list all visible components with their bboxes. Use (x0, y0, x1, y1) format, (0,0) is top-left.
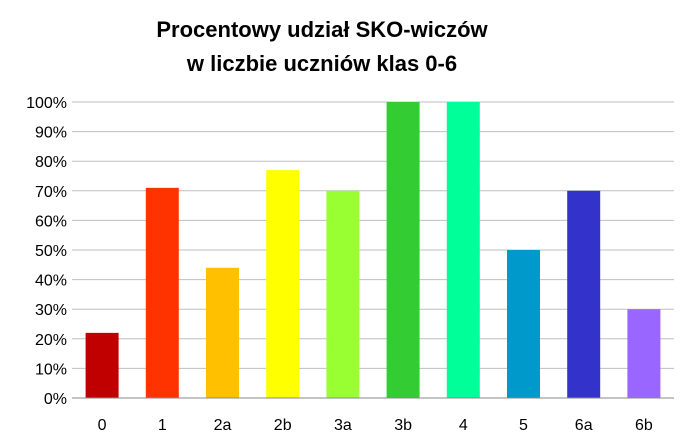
y-tick-label: 70% (35, 184, 67, 201)
x-tick-label: 3a (334, 417, 352, 434)
y-axis-tick-labels: 0% 10% 20% 30% 40% 50% 60% 70% 80% 90% 100% (26, 95, 67, 408)
bar-3b (386, 102, 420, 398)
x-tick-label: 6a (575, 417, 593, 434)
x-tick-label: 2a (214, 417, 232, 434)
x-tick-label: 6b (635, 417, 653, 434)
y-tick-label: 80% (35, 154, 67, 171)
y-tick-label: 30% (35, 302, 67, 319)
x-tick-label: 1 (158, 417, 167, 434)
y-tick-label: 20% (35, 332, 67, 349)
chart-title-line-2: w liczbie uczniów klas 0-6 (186, 51, 457, 76)
bar-1 (145, 187, 179, 398)
y-tick-label: 40% (35, 273, 67, 290)
y-tick-label: 0% (44, 391, 67, 408)
x-tick-label: 3b (394, 417, 412, 434)
x-tick-label: 5 (519, 417, 528, 434)
x-axis-tick-labels: 0 1 2a 2b 3a 3b 4 5 6a 6b (98, 417, 653, 434)
y-tick-label: 50% (35, 243, 67, 260)
bars (85, 102, 661, 398)
y-tick-label: 10% (35, 361, 67, 378)
bar-6b (627, 309, 661, 398)
bar-6a (567, 190, 601, 398)
chart-title-line-1: Procentowy udział SKO-wiczów (156, 17, 488, 42)
x-tick-label: 0 (98, 417, 107, 434)
x-tick-label: 4 (459, 417, 468, 434)
y-tick-label: 100% (26, 95, 67, 112)
bar-2b (266, 170, 300, 398)
y-tick-label: 60% (35, 213, 67, 230)
bar-5 (507, 250, 540, 398)
bar-0 (85, 332, 119, 398)
y-tick-label: 90% (35, 125, 67, 142)
bar-3a (326, 190, 360, 398)
bar-2a (206, 267, 239, 398)
bar-4 (446, 102, 480, 398)
x-tick-label: 2b (274, 417, 292, 434)
